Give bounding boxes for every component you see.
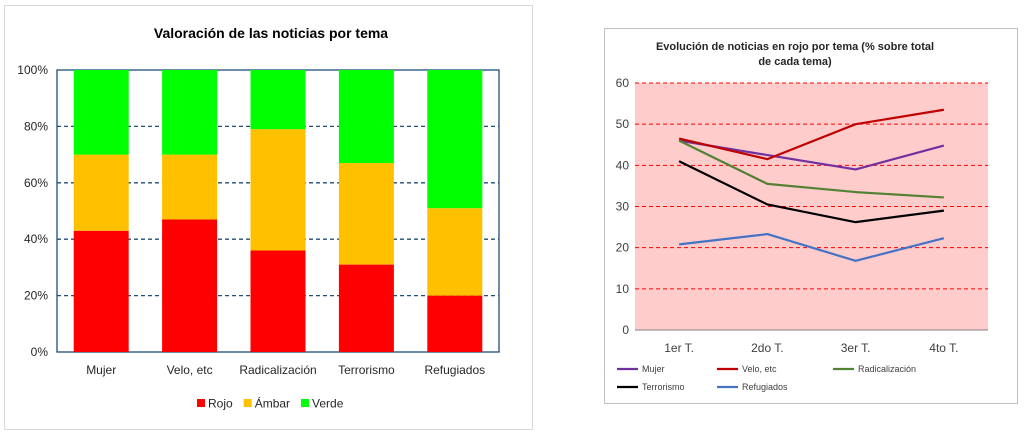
bar-legend-label-ambar: Ámbar (255, 396, 290, 411)
line-series-velo-etc (678, 108, 945, 161)
bar-x-tick-label: Mujer (86, 363, 116, 377)
bar-legend-label-rojo: Rojo (208, 397, 233, 411)
line-y-tick-label: 20 (616, 241, 630, 255)
bar-x-tick-label: Radicalización (239, 363, 316, 377)
bar-x-tick-label: Velo, etc (167, 363, 213, 377)
bar-chart-title: Valoración de las noticias por tema (154, 25, 388, 41)
bar-ambar-velo-etc (162, 154, 218, 220)
stacked-bar-chart-panel: Valoración de las noticias por tema 0% 20… (4, 5, 533, 430)
bar-legend-swatch-ambar (243, 399, 252, 407)
line-x-tick-label: 1er T. (664, 341, 694, 355)
line-x-tick-label: 4to T. (929, 341, 958, 355)
line-y-tick-label: 30 (616, 200, 630, 214)
line-x-tick-label: 3er T. (841, 341, 871, 355)
bar-rojo-terrorismo (338, 264, 394, 352)
bar-verde-mujer (73, 70, 129, 155)
line-legend-label-radicalizacion: Radicalización (858, 364, 916, 374)
bar-ambar-terrorismo (338, 163, 394, 265)
bar-verde-radicalizacion (250, 70, 306, 130)
line-y-tick-label: 40 (616, 158, 630, 172)
bar-y-tick-label: 60% (24, 176, 48, 190)
line-legend-label-mujer: Mujer (642, 364, 665, 374)
bar-ambar-mujer (73, 154, 129, 231)
bar-y-tick-label: 40% (24, 232, 48, 246)
bar-rojo-mujer (73, 230, 129, 352)
bar-y-tick-label: 100% (17, 63, 48, 77)
bar-y-tick-label: 80% (24, 119, 48, 133)
line-y-tick-label: 0 (622, 323, 629, 337)
bar-rojo-refugiados (427, 295, 483, 352)
line-series-radicalizacion (678, 139, 944, 199)
line-y-tick-label: 50 (616, 117, 630, 131)
bar-legend-swatch-verde (301, 399, 310, 407)
line-chart-title-line-1: Evolución de noticias en rojo por tema (… (656, 41, 934, 53)
bar-verde-velo-etc (162, 70, 218, 155)
line-series-terrorismo (678, 160, 945, 224)
line-legend-label-terrorismo: Terrorismo (642, 382, 685, 392)
line-legend-label-refugiados: Refugiados (742, 382, 788, 392)
bar-rojo-radicalizacion (250, 250, 306, 352)
line-chart-panel: Evolución de noticias en rojo por tema (… (604, 28, 1018, 404)
bar-rojo-velo-etc (162, 219, 218, 352)
line-y-tick-label: 10 (616, 282, 630, 296)
line-legend-label-velo-etc: Velo, etc (742, 364, 777, 374)
bar-y-tick-label: 0% (31, 345, 49, 359)
bar-x-tick-label: Terrorismo (338, 363, 395, 377)
bar-verde-refugiados (427, 70, 483, 209)
bar-x-tick-label: Refugiados (424, 363, 485, 377)
line-chart-title-line-2: de cada tema) (758, 56, 832, 68)
bar-ambar-refugiados (427, 208, 483, 296)
line-y-tick-label: 60 (616, 76, 630, 90)
line-series-refugiados (678, 232, 945, 262)
line-x-tick-label: 2do T. (751, 341, 783, 355)
stacked-bar-chart: Valoración de las noticias por tema 0% 20… (17, 25, 500, 411)
bar-legend-swatch-rojo (197, 399, 205, 407)
bar-y-tick-label: 20% (24, 289, 48, 303)
line-chart: Evolución de noticias en rojo por tema (… (616, 41, 988, 392)
bar-verde-terrorismo (338, 70, 394, 164)
bar-ambar-radicalizacion (250, 129, 306, 251)
bar-legend-label-verde: Verde (312, 397, 344, 411)
